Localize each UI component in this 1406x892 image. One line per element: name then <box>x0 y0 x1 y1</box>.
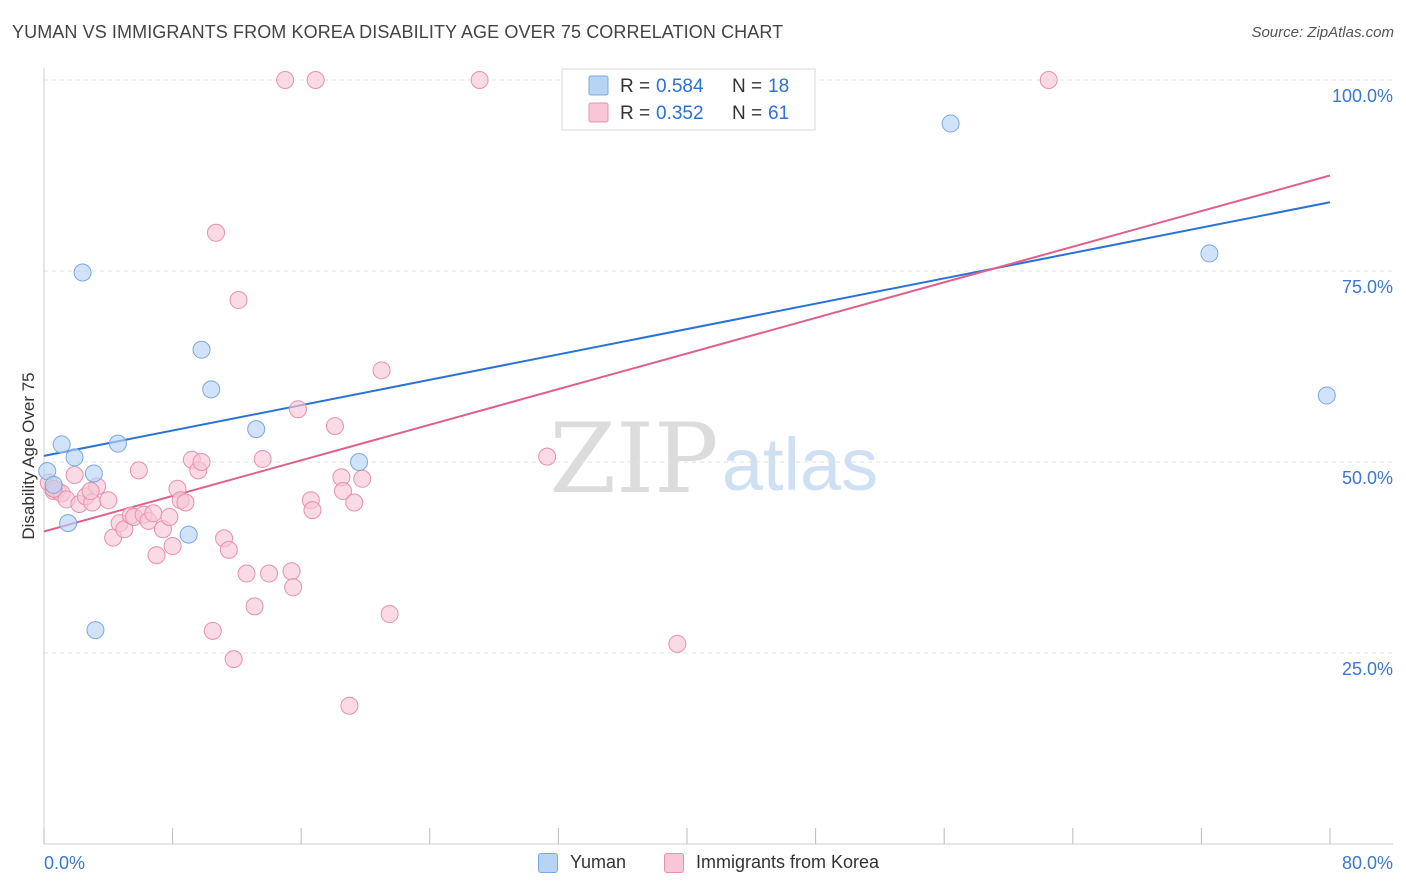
point-yuman <box>44 475 63 494</box>
legend-n-value-yuman: 18 <box>768 76 789 97</box>
point-korea <box>245 597 264 616</box>
point-korea <box>65 465 84 484</box>
point-korea <box>129 461 148 480</box>
point-korea <box>306 71 325 89</box>
trend-layer <box>43 174 1331 533</box>
point-korea <box>229 291 248 310</box>
point-yuman <box>247 420 266 439</box>
point-korea <box>345 493 364 512</box>
x-tick-label-min: 0.0% <box>44 853 85 873</box>
point-yuman <box>941 114 960 133</box>
point-korea <box>192 453 211 471</box>
point-korea <box>288 400 307 419</box>
axis-layer: 25.0% 50.0% 75.0% 100.0% <box>43 68 1393 845</box>
point-korea <box>163 537 182 556</box>
trend-line-yuman <box>43 201 1331 457</box>
point-korea <box>237 564 256 583</box>
bottom-legend-item-korea[interactable]: Immigrants from Korea <box>664 852 879 873</box>
point-korea <box>1039 71 1058 89</box>
point-korea <box>276 71 295 89</box>
point-korea <box>353 469 372 488</box>
x-tick-label-max: 80.0% <box>1342 853 1393 873</box>
legend-n-label: N = <box>732 76 762 97</box>
legend-swatch-yuman <box>538 852 558 873</box>
watermark-zip: ZIP <box>549 403 718 515</box>
point-korea <box>372 361 391 380</box>
legend-r-label: R = <box>620 103 650 124</box>
y-tick-label: 75.0% <box>1342 277 1393 297</box>
point-korea <box>144 504 163 523</box>
point-korea <box>284 578 303 597</box>
point-korea <box>224 650 243 669</box>
legend-swatch-korea <box>588 102 609 123</box>
trend-line-korea <box>43 174 1331 533</box>
point-korea <box>340 696 359 715</box>
point-yuman <box>52 435 71 454</box>
point-korea <box>99 491 118 510</box>
y-tick-label: 100.0% <box>1332 86 1393 106</box>
point-yuman <box>108 434 127 453</box>
point-yuman <box>350 453 369 471</box>
legend-r-label: R = <box>620 76 650 97</box>
chart-title: YUMAN VS IMMIGRANTS FROM KOREA DISABILIT… <box>12 22 784 42</box>
bottom-legend-label: Immigrants from Korea <box>696 852 880 872</box>
legend-r-value-korea: 0.352 <box>656 103 704 124</box>
point-korea <box>207 223 226 242</box>
bottom-legend: Yuman Immigrants from Korea <box>0 852 1406 876</box>
point-yuman <box>59 514 78 533</box>
point-korea <box>160 508 179 527</box>
legend-swatch-korea <box>664 852 684 873</box>
point-korea <box>147 546 166 565</box>
y-tick-label: 50.0% <box>1342 468 1393 488</box>
point-korea <box>253 449 272 468</box>
legend-n-label: N = <box>732 103 762 124</box>
point-yuman <box>1317 386 1336 405</box>
point-korea <box>260 564 279 583</box>
legend-r-value-yuman: 0.584 <box>656 76 704 97</box>
point-korea <box>333 482 352 501</box>
y-tick-label: 25.0% <box>1342 659 1393 679</box>
point-korea <box>203 621 222 640</box>
points-layer <box>38 71 1336 715</box>
point-korea <box>668 634 687 653</box>
point-korea <box>282 562 301 581</box>
point-korea <box>219 540 238 559</box>
point-yuman <box>192 340 211 359</box>
bottom-legend-item-yuman[interactable]: Yuman <box>538 852 626 873</box>
legend-swatch-yuman <box>588 75 609 96</box>
watermark-atlas: atlas <box>722 423 878 506</box>
point-yuman <box>65 448 84 467</box>
source-label: Source: ZipAtlas.com <box>1251 24 1394 41</box>
point-yuman <box>202 380 221 399</box>
correlation-legend: R = 0.584 N = 18 R = 0.352 N = 61 <box>561 68 816 131</box>
point-yuman <box>86 621 105 640</box>
point-korea <box>470 71 489 89</box>
point-yuman <box>73 263 92 282</box>
point-korea <box>380 605 399 624</box>
point-korea <box>325 417 344 436</box>
point-yuman <box>179 525 198 544</box>
point-korea <box>303 501 322 520</box>
point-korea <box>81 482 100 501</box>
point-korea <box>176 493 195 512</box>
point-yuman <box>84 464 103 483</box>
legend-n-value-korea: 61 <box>768 103 789 124</box>
point-korea <box>538 447 557 466</box>
bottom-legend-label: Yuman <box>570 852 627 872</box>
y-axis-label: Disability Age Over 75 <box>19 372 38 539</box>
point-yuman <box>1200 244 1219 263</box>
